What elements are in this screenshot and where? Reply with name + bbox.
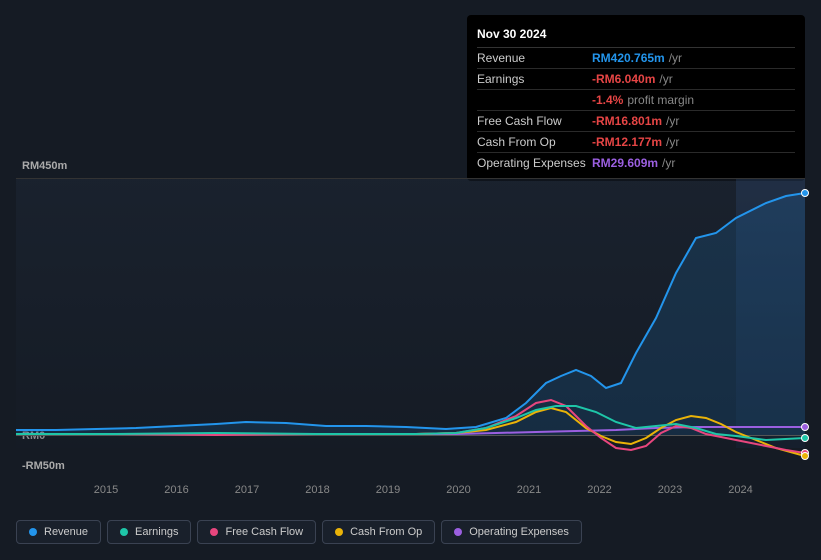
legend-dot-icon — [454, 528, 462, 536]
tooltip-row-label: Cash From Op — [477, 135, 592, 149]
x-tick: 2017 — [235, 484, 259, 496]
legend-item[interactable]: Revenue — [16, 520, 101, 544]
tooltip-row-suffix: /yr — [659, 72, 672, 86]
tooltip-row-value: -1.4% — [592, 93, 623, 107]
legend-label: Cash From Op — [350, 526, 422, 538]
tooltip-row: RevenueRM420.765m/yr — [477, 48, 795, 69]
legend-item[interactable]: Cash From Op — [322, 520, 435, 544]
data-tooltip: Nov 30 2024 RevenueRM420.765m/yrEarnings… — [467, 15, 805, 181]
tooltip-row: Operating ExpensesRM29.609m/yr — [477, 153, 795, 173]
legend-item[interactable]: Earnings — [107, 520, 191, 544]
x-tick: 2018 — [305, 484, 329, 496]
series-end-dot — [801, 423, 809, 431]
tooltip-rows: RevenueRM420.765m/yrEarnings-RM6.040m/yr… — [477, 48, 795, 173]
x-tick: 2024 — [728, 484, 752, 496]
x-tick: 2016 — [164, 484, 188, 496]
tooltip-row-suffix: /yr — [669, 51, 682, 65]
x-tick: 2019 — [376, 484, 400, 496]
legend-label: Earnings — [135, 526, 178, 538]
tooltip-row: Cash From Op-RM12.177m/yr — [477, 132, 795, 153]
tooltip-row-suffix: profit margin — [627, 93, 694, 107]
legend-label: Revenue — [44, 526, 88, 538]
tooltip-row-value: -RM6.040m — [592, 72, 655, 86]
tooltip-row-suffix: /yr — [666, 114, 679, 128]
tooltip-row-value: RM29.609m — [592, 156, 658, 170]
tooltip-row: -1.4% profit margin — [477, 90, 795, 111]
legend-dot-icon — [210, 528, 218, 536]
series-end-dot — [801, 452, 809, 460]
legend-dot-icon — [29, 528, 37, 536]
legend-item[interactable]: Operating Expenses — [441, 520, 582, 544]
legend-label: Operating Expenses — [469, 526, 569, 538]
x-tick: 2023 — [658, 484, 682, 496]
tooltip-row-label: Revenue — [477, 51, 592, 65]
tooltip-row: Free Cash Flow-RM16.801m/yr — [477, 111, 795, 132]
tooltip-row: Earnings-RM6.040m/yr — [477, 69, 795, 90]
tooltip-row-value: -RM12.177m — [592, 135, 662, 149]
chart-area[interactable] — [16, 178, 805, 478]
x-tick: 2020 — [446, 484, 470, 496]
tooltip-row-suffix: /yr — [666, 135, 679, 149]
tooltip-date: Nov 30 2024 — [477, 23, 795, 48]
legend-dot-icon — [335, 528, 343, 536]
legend-dot-icon — [120, 528, 128, 536]
tooltip-row-value: RM420.765m — [592, 51, 665, 65]
tooltip-row-label: Earnings — [477, 72, 592, 86]
x-tick: 2015 — [94, 484, 118, 496]
legend: Revenue Earnings Free Cash Flow Cash From O… — [16, 520, 582, 544]
x-tick: 2021 — [517, 484, 541, 496]
tooltip-row-label: Operating Expenses — [477, 156, 592, 170]
tooltip-row-value: -RM16.801m — [592, 114, 662, 128]
tooltip-row-suffix: /yr — [662, 156, 675, 170]
series-end-dot — [801, 434, 809, 442]
chart-lines — [16, 178, 805, 478]
x-tick: 2022 — [587, 484, 611, 496]
legend-item[interactable]: Free Cash Flow — [197, 520, 316, 544]
tooltip-row-label: Free Cash Flow — [477, 114, 592, 128]
legend-label: Free Cash Flow — [225, 526, 303, 538]
y-axis-label-top: RM450m — [22, 160, 67, 172]
series-end-dot — [801, 189, 809, 197]
